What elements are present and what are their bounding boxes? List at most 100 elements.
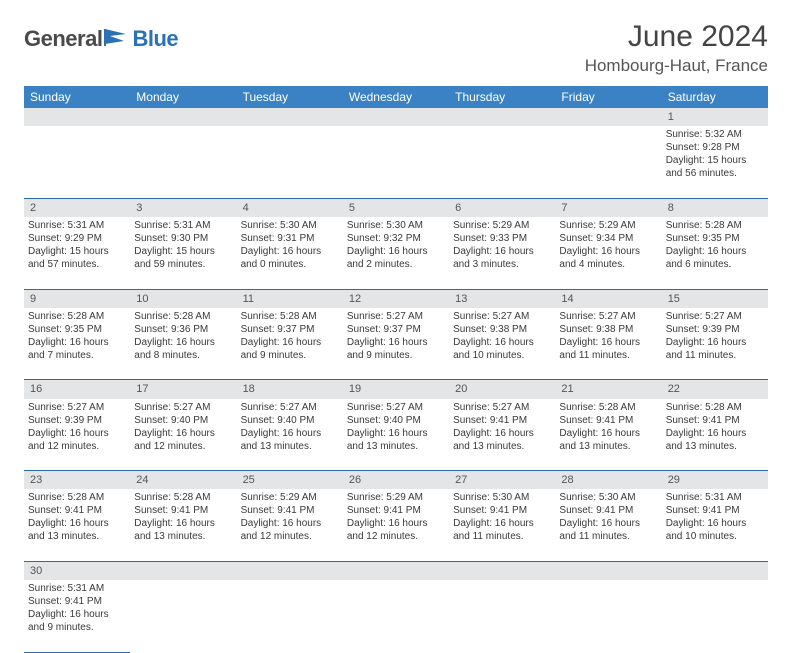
day-cell-empty xyxy=(24,126,130,198)
logo-text-general: General xyxy=(24,26,102,52)
day-sunrise: Sunrise: 5:31 AM xyxy=(134,219,232,232)
day-day2: and 11 minutes. xyxy=(559,349,657,362)
day-number: 12 xyxy=(343,289,449,308)
weekday-header-row: SundayMondayTuesdayWednesdayThursdayFrid… xyxy=(24,86,768,108)
day-day2: and 10 minutes. xyxy=(453,349,551,362)
day-day2: and 13 minutes. xyxy=(347,440,445,453)
day-day1: Daylight: 16 hours xyxy=(241,245,339,258)
day-sunrise: Sunrise: 5:31 AM xyxy=(28,219,126,232)
day-day1: Daylight: 16 hours xyxy=(666,245,764,258)
day-number-empty xyxy=(130,108,236,126)
day-sunrise: Sunrise: 5:29 AM xyxy=(453,219,551,232)
day-cell: Sunrise: 5:29 AMSunset: 9:33 PMDaylight:… xyxy=(449,217,555,289)
day-day1: Daylight: 16 hours xyxy=(134,336,232,349)
day-number: 19 xyxy=(343,380,449,399)
day-number-empty xyxy=(449,561,555,580)
day-cell: Sunrise: 5:28 AMSunset: 9:36 PMDaylight:… xyxy=(130,308,236,380)
day-cell: Sunrise: 5:27 AMSunset: 9:41 PMDaylight:… xyxy=(449,399,555,471)
day-day2: and 13 minutes. xyxy=(559,440,657,453)
day-day1: Daylight: 16 hours xyxy=(241,336,339,349)
weekday-header: Saturday xyxy=(662,86,768,108)
day-day1: Daylight: 16 hours xyxy=(347,427,445,440)
weekday-header: Thursday xyxy=(449,86,555,108)
day-cell-empty xyxy=(130,126,236,198)
day-cell-empty xyxy=(555,126,661,198)
day-day2: and 56 minutes. xyxy=(666,167,764,180)
day-number-row: 1 xyxy=(24,108,768,126)
day-sunrise: Sunrise: 5:32 AM xyxy=(666,128,764,141)
day-sunrise: Sunrise: 5:29 AM xyxy=(241,491,339,504)
day-day1: Daylight: 16 hours xyxy=(559,245,657,258)
month-title: June 2024 xyxy=(585,20,768,54)
header: General Blue June 2024 Hombourg-Haut, Fr… xyxy=(24,20,768,76)
weekday-header: Sunday xyxy=(24,86,130,108)
day-content-row: Sunrise: 5:31 AMSunset: 9:29 PMDaylight:… xyxy=(24,217,768,289)
day-cell: Sunrise: 5:31 AMSunset: 9:41 PMDaylight:… xyxy=(24,580,130,652)
day-sunset: Sunset: 9:35 PM xyxy=(28,323,126,336)
day-cell: Sunrise: 5:31 AMSunset: 9:29 PMDaylight:… xyxy=(24,217,130,289)
day-number-row: 2345678 xyxy=(24,198,768,217)
day-number: 20 xyxy=(449,380,555,399)
day-day1: Daylight: 16 hours xyxy=(453,245,551,258)
day-sunset: Sunset: 9:41 PM xyxy=(453,414,551,427)
day-cell: Sunrise: 5:27 AMSunset: 9:40 PMDaylight:… xyxy=(237,399,343,471)
day-sunrise: Sunrise: 5:28 AM xyxy=(134,491,232,504)
day-day1: Daylight: 16 hours xyxy=(666,517,764,530)
day-day1: Daylight: 16 hours xyxy=(347,245,445,258)
logo-text-blue: Blue xyxy=(132,26,178,52)
day-cell: Sunrise: 5:28 AMSunset: 9:41 PMDaylight:… xyxy=(130,489,236,561)
day-number: 17 xyxy=(130,380,236,399)
day-cell: Sunrise: 5:27 AMSunset: 9:37 PMDaylight:… xyxy=(343,308,449,380)
day-sunset: Sunset: 9:39 PM xyxy=(28,414,126,427)
weekday-header: Monday xyxy=(130,86,236,108)
day-number-row: 9101112131415 xyxy=(24,289,768,308)
day-day1: Daylight: 15 hours xyxy=(134,245,232,258)
day-sunrise: Sunrise: 5:28 AM xyxy=(28,491,126,504)
day-number-empty xyxy=(343,561,449,580)
day-content-row: Sunrise: 5:32 AMSunset: 9:28 PMDaylight:… xyxy=(24,126,768,198)
day-cell: Sunrise: 5:29 AMSunset: 9:41 PMDaylight:… xyxy=(237,489,343,561)
day-sunset: Sunset: 9:39 PM xyxy=(666,323,764,336)
day-day1: Daylight: 16 hours xyxy=(134,427,232,440)
day-sunset: Sunset: 9:35 PM xyxy=(666,232,764,245)
day-number: 8 xyxy=(662,198,768,217)
day-day2: and 59 minutes. xyxy=(134,258,232,271)
day-day1: Daylight: 16 hours xyxy=(28,608,126,621)
day-number: 21 xyxy=(555,380,661,399)
title-block: June 2024 Hombourg-Haut, France xyxy=(585,20,768,76)
day-day1: Daylight: 15 hours xyxy=(28,245,126,258)
day-sunset: Sunset: 9:36 PM xyxy=(134,323,232,336)
day-day1: Daylight: 16 hours xyxy=(453,517,551,530)
day-number: 14 xyxy=(555,289,661,308)
day-cell: Sunrise: 5:28 AMSunset: 9:41 PMDaylight:… xyxy=(555,399,661,471)
day-number: 29 xyxy=(662,471,768,490)
day-cell: Sunrise: 5:30 AMSunset: 9:41 PMDaylight:… xyxy=(449,489,555,561)
day-day2: and 12 minutes. xyxy=(347,530,445,543)
day-cell: Sunrise: 5:32 AMSunset: 9:28 PMDaylight:… xyxy=(662,126,768,198)
day-number-row: 16171819202122 xyxy=(24,380,768,399)
day-day1: Daylight: 16 hours xyxy=(347,517,445,530)
day-number: 18 xyxy=(237,380,343,399)
day-sunrise: Sunrise: 5:28 AM xyxy=(241,310,339,323)
day-day1: Daylight: 16 hours xyxy=(559,517,657,530)
day-cell-empty xyxy=(237,580,343,652)
day-number-row: 30 xyxy=(24,561,768,580)
day-sunset: Sunset: 9:40 PM xyxy=(134,414,232,427)
day-cell-empty xyxy=(130,580,236,652)
day-sunset: Sunset: 9:40 PM xyxy=(241,414,339,427)
day-cell: Sunrise: 5:30 AMSunset: 9:41 PMDaylight:… xyxy=(555,489,661,561)
day-cell: Sunrise: 5:31 AMSunset: 9:41 PMDaylight:… xyxy=(662,489,768,561)
day-sunset: Sunset: 9:32 PM xyxy=(347,232,445,245)
calendar-table: SundayMondayTuesdayWednesdayThursdayFrid… xyxy=(24,86,768,653)
day-day2: and 13 minutes. xyxy=(666,440,764,453)
day-day2: and 6 minutes. xyxy=(666,258,764,271)
day-number-empty xyxy=(237,108,343,126)
day-sunrise: Sunrise: 5:29 AM xyxy=(559,219,657,232)
day-sunset: Sunset: 9:31 PM xyxy=(241,232,339,245)
day-day2: and 12 minutes. xyxy=(28,440,126,453)
day-sunrise: Sunrise: 5:27 AM xyxy=(241,401,339,414)
day-number: 11 xyxy=(237,289,343,308)
day-sunrise: Sunrise: 5:30 AM xyxy=(241,219,339,232)
day-cell-empty xyxy=(449,126,555,198)
logo: General Blue xyxy=(24,26,178,52)
